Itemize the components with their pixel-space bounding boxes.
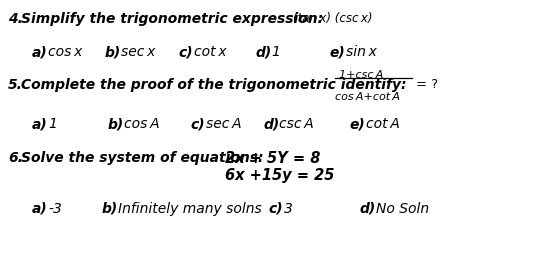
Text: e): e) <box>350 117 366 131</box>
Text: d): d) <box>263 117 279 131</box>
Text: a): a) <box>32 117 48 131</box>
Text: 1: 1 <box>271 45 280 59</box>
Text: Infinitely many solns: Infinitely many solns <box>118 201 262 215</box>
Text: 1: 1 <box>48 117 57 131</box>
Text: cos x: cos x <box>48 45 82 59</box>
Text: d): d) <box>255 45 271 59</box>
Text: c): c) <box>268 201 283 215</box>
Text: sec A: sec A <box>206 117 242 131</box>
Text: b): b) <box>105 45 121 59</box>
Text: -3: -3 <box>48 201 62 215</box>
Text: = ?: = ? <box>416 78 438 91</box>
Text: a): a) <box>32 201 48 215</box>
Text: 4.: 4. <box>8 12 23 26</box>
Text: sec x: sec x <box>121 45 156 59</box>
Text: a): a) <box>32 45 48 59</box>
Text: e): e) <box>330 45 346 59</box>
Text: c): c) <box>190 117 205 131</box>
Text: d): d) <box>360 201 376 215</box>
Text: 1+csc A: 1+csc A <box>339 70 384 80</box>
Text: 3: 3 <box>284 201 293 215</box>
Text: 6.: 6. <box>8 150 23 164</box>
Text: Complete the proof of the trigonometric identify:: Complete the proof of the trigonometric … <box>21 78 406 92</box>
Text: c): c) <box>178 45 193 59</box>
Text: 2x + 5Y = 8: 2x + 5Y = 8 <box>225 150 320 165</box>
Text: (tan x) (csc x): (tan x) (csc x) <box>293 12 373 25</box>
Text: cos A+cot A: cos A+cot A <box>335 92 400 102</box>
Text: cos A: cos A <box>124 117 159 131</box>
Text: sin x: sin x <box>346 45 377 59</box>
Text: b): b) <box>108 117 124 131</box>
Text: 5.: 5. <box>8 78 23 92</box>
Text: Solve the system of equations:: Solve the system of equations: <box>21 150 263 164</box>
Text: cot A: cot A <box>366 117 400 131</box>
Text: cot x: cot x <box>194 45 227 59</box>
Text: b): b) <box>102 201 118 215</box>
Text: csc A: csc A <box>279 117 314 131</box>
Text: 6x +15y = 25: 6x +15y = 25 <box>225 167 335 182</box>
Text: No Soln: No Soln <box>376 201 429 215</box>
Text: Simplify the trigonometric expression:: Simplify the trigonometric expression: <box>21 12 323 26</box>
